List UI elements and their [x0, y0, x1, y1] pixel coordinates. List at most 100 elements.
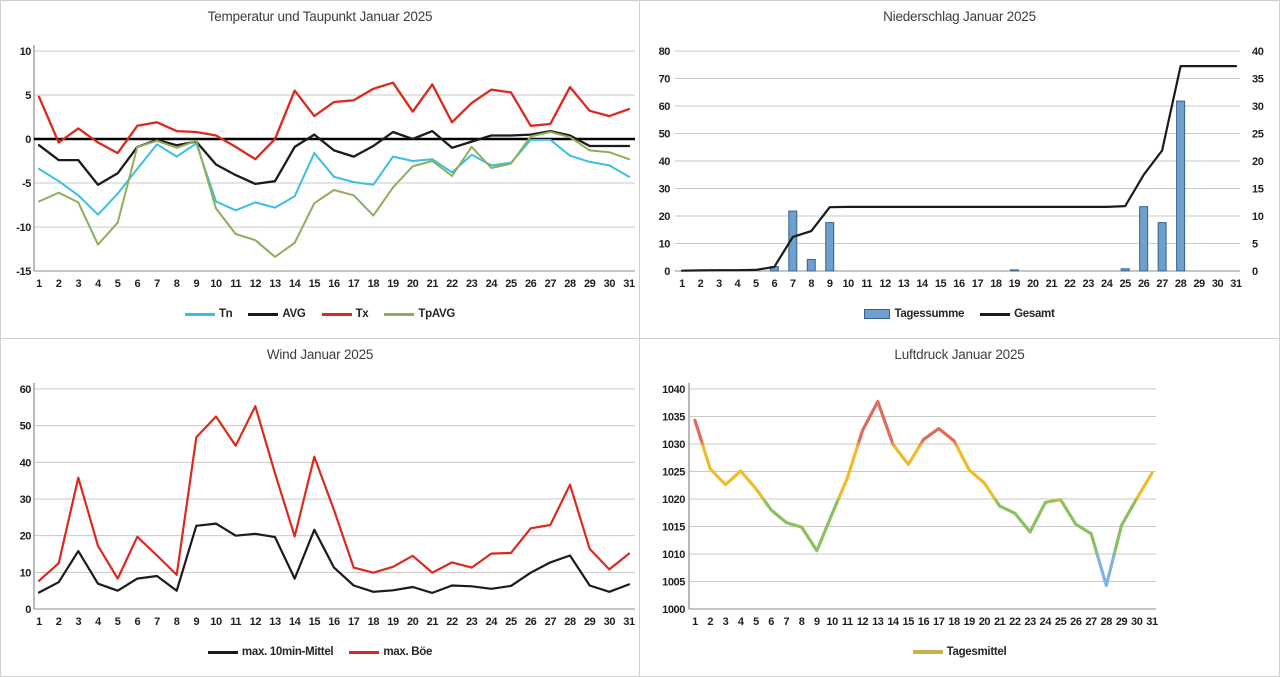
y-axis-tick-label: 1015: [662, 522, 685, 534]
bar-Tagessumme: [1157, 222, 1167, 272]
x-axis-tick-label: 11: [230, 278, 241, 290]
x-axis-tick-label: 21: [994, 616, 1006, 628]
legend-swatch-Tx: [321, 312, 352, 316]
legend-label: AVG: [282, 308, 306, 320]
x-axis-tick-label: 4: [735, 278, 742, 290]
x-axis-tick-label: 13: [898, 278, 910, 290]
x-axis-tick-label: 8: [174, 278, 180, 290]
x-axis-tick-label: 10: [210, 278, 222, 290]
x-axis-tick-label: 3: [75, 278, 81, 290]
y-axis-right-tick-label: 25: [1252, 129, 1264, 141]
x-axis-tick-label: 29: [584, 616, 596, 628]
chart-title: Temperatur und Taupunkt Januar 2025: [207, 9, 433, 24]
x-axis-tick-label: 26: [1138, 278, 1150, 290]
chart-title: Luftdruck Januar 2025: [894, 347, 1025, 362]
legend-swatch-AVG: [248, 312, 279, 316]
series-line-max. Böe: [37, 405, 631, 582]
y-axis-tick-label: 10: [20, 567, 32, 579]
x-axis-tick-label: 24: [486, 278, 499, 290]
x-axis-tick-label: 16: [328, 278, 340, 290]
x-axis-tick-label: 7: [784, 616, 790, 628]
x-axis-tick-label: 7: [154, 278, 160, 290]
bar-Tagessumme: [806, 258, 816, 272]
series-line-TpAVG: [38, 131, 630, 258]
x-axis-tick-label: 4: [95, 278, 102, 290]
y-axis-right-tick-label: 5: [1252, 239, 1258, 251]
legend-swatch-max. 10min-Mittel: [207, 650, 238, 654]
y-axis-tick-label: 70: [659, 74, 671, 86]
legend-item: Tagessumme: [864, 308, 964, 320]
x-axis-tick-label: 14: [916, 278, 929, 290]
y-axis-tick-label: 1035: [662, 412, 685, 424]
y-axis-tick-label: 30: [659, 184, 671, 196]
x-axis-tick-label: 27: [545, 278, 557, 290]
y-axis-tick-label: 60: [20, 384, 32, 396]
x-axis-tick-label: 17: [933, 616, 945, 628]
legend-item: Tagesmittel: [912, 646, 1007, 658]
x-axis-tick-label: 6: [134, 278, 140, 290]
y-axis-tick-label: 1000: [662, 604, 685, 616]
series-line-Tn: [38, 138, 630, 216]
x-axis-tick-label: 22: [1009, 616, 1021, 628]
y-axis-right-tick-label: 35: [1252, 74, 1264, 86]
x-axis-tick-label: 29: [584, 278, 596, 290]
x-axis-tick-label: 6: [771, 278, 777, 290]
x-axis-tick-label: 2: [698, 278, 704, 290]
legend-item: max. Böe: [349, 646, 432, 658]
x-axis-tick-label: 19: [387, 616, 399, 628]
y-axis-tick-label: 20: [659, 211, 671, 223]
x-axis-tick-label: 4: [95, 616, 102, 628]
legend-swatch-Tagesmittel: [912, 650, 943, 654]
x-axis-tick-label: 19: [387, 278, 399, 290]
x-axis-tick-label: 13: [269, 278, 281, 290]
y-axis-tick-label: 20: [20, 531, 32, 543]
bar-Tagessumme: [1176, 100, 1186, 272]
x-axis-tick-label: 10: [842, 278, 854, 290]
y-axis-tick-label: 1020: [662, 494, 685, 506]
x-axis-tick-label: 16: [328, 616, 340, 628]
x-axis-tick-label: 14: [289, 616, 302, 628]
x-axis-tick-label: 5: [753, 278, 759, 290]
legend-item: max. 10min-Mittel: [207, 646, 334, 658]
x-axis-tick-label: 1: [36, 278, 42, 290]
x-axis-tick-label: 21: [427, 616, 439, 628]
precipitation-legend: Tagessumme Gesamt: [864, 301, 1055, 327]
x-axis-tick-label: 28: [564, 278, 576, 290]
legend-item: TpAVG: [384, 308, 455, 320]
wind-legend: max. 10min-Mittel max. Böe: [207, 639, 432, 665]
series-line-max. 10min-Mittel: [37, 522, 631, 594]
x-axis-tick-label: 16: [953, 278, 965, 290]
x-axis-tick-label: 9: [193, 278, 199, 290]
x-axis-tick-label: 12: [250, 616, 262, 628]
bar-Tagessumme: [825, 222, 835, 272]
x-axis-tick-label: 28: [564, 616, 576, 628]
legend-swatch-Tn: [184, 312, 215, 316]
y-axis-tick-label: 1030: [662, 439, 685, 451]
x-axis-tick-label: 12: [250, 278, 262, 290]
y-axis-tick-label: 40: [20, 457, 32, 469]
legend-swatch-Tagessumme: [864, 309, 891, 319]
x-axis-tick-label: 15: [309, 278, 321, 290]
x-axis-tick-label: 15: [903, 616, 915, 628]
x-axis-tick-label: 24: [1101, 278, 1114, 290]
y-axis-tick-label: 30: [20, 494, 32, 506]
y-axis-right-tick-label: 10: [1252, 211, 1264, 223]
x-axis-tick-label: 6: [134, 616, 140, 628]
x-axis-tick-label: 13: [872, 616, 884, 628]
x-axis-tick-label: 17: [348, 278, 360, 290]
x-axis-tick-label: 26: [525, 278, 537, 290]
x-axis-tick-label: 5: [115, 616, 121, 628]
x-axis-tick-label: 12: [857, 616, 869, 628]
y-axis-tick-label: 50: [659, 129, 671, 141]
x-axis-tick-label: 11: [861, 278, 872, 290]
x-axis-tick-label: 23: [466, 616, 478, 628]
x-axis-tick-label: 20: [1027, 278, 1039, 290]
x-axis-tick-label: 20: [407, 616, 419, 628]
x-axis-tick-label: 7: [790, 278, 796, 290]
x-axis-tick-label: 22: [1064, 278, 1076, 290]
x-axis-tick-label: 1: [679, 278, 685, 290]
chart-title: Wind Januar 2025: [266, 347, 374, 362]
bar-Tagessumme: [1139, 206, 1149, 272]
